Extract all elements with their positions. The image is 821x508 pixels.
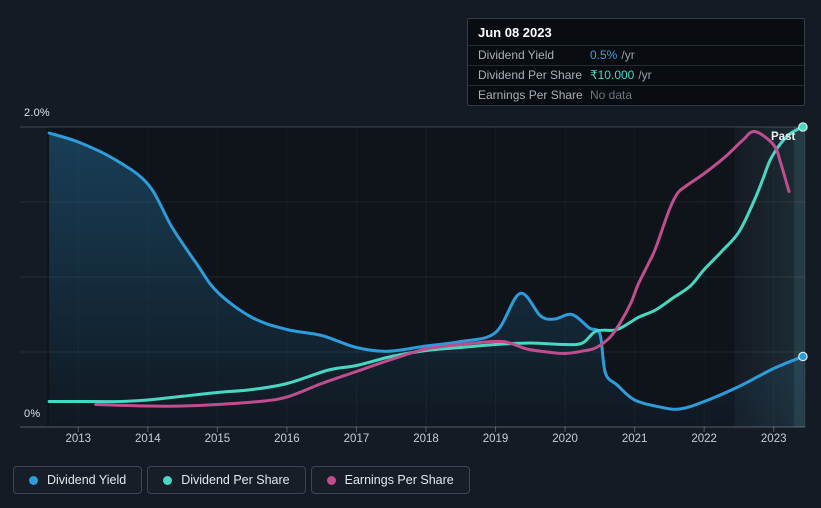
y-axis-bottom-label: 0%: [24, 408, 41, 420]
x-axis-label-2017: 2017: [343, 433, 370, 445]
series-dividend-yield-line: [47, 131, 805, 411]
legend-label: Dividend Yield: [47, 473, 127, 487]
past-region-label: Past: [771, 131, 796, 143]
tooltip-row-earnings-per-share: Earnings Per Share No data: [468, 85, 804, 105]
x-axis-labels: 2013 2014 2015 2016 2017 2018 2019 2020 2021 2022…: [0, 433, 821, 449]
x-axis-label-2016: 2016: [274, 433, 300, 445]
x-axis-label-2022: 2022: [691, 433, 717, 445]
legend-dot-icon: [326, 475, 336, 485]
x-axis-label-2013: 2013: [65, 433, 92, 445]
legend-item-dividend-yield[interactable]: Dividend Yield: [13, 466, 143, 494]
legend-label: Earnings Per Share: [344, 473, 454, 487]
legend-item-earnings-per-share[interactable]: Earnings Per Share: [310, 466, 470, 494]
tooltip-row-unit: /yr: [621, 48, 635, 62]
tooltip-row-label: Earnings Per Share: [478, 88, 583, 102]
tooltip-row-label: Dividend Yield: [478, 48, 555, 62]
y-axis-top-label: 2.0%: [24, 107, 50, 119]
legend-label: Dividend Per Share: [181, 473, 290, 487]
x-axis-label-2019: 2019: [482, 433, 509, 445]
x-axis-label-2014: 2014: [135, 433, 161, 445]
tooltip-date: Jun 08 2023: [478, 25, 552, 40]
series-dividend-per-share-end-dot: [798, 122, 808, 132]
crosshair-band: [794, 127, 805, 427]
chart-legend: Dividend Yield Dividend Per Share Earnings…: [13, 466, 470, 494]
x-axis-label-2023: 2023: [760, 433, 787, 445]
x-axis-label-2020: 2020: [552, 433, 578, 445]
series-earnings-per-share-line: [94, 129, 791, 408]
tooltip-row-value: 0.5%: [590, 48, 618, 62]
legend-dot-icon: [163, 475, 173, 485]
x-axis-label-2021: 2021: [621, 433, 648, 445]
x-axis-label-2015: 2015: [204, 433, 231, 445]
tooltip-row-value: No data: [590, 88, 633, 102]
tooltip-row-label: Dividend Per Share: [478, 68, 583, 82]
series-dividend-yield-area: [49, 133, 803, 427]
series-dividend-per-share-line: [47, 125, 805, 404]
tooltip-row-unit: /yr: [638, 68, 652, 82]
chart-tooltip: Jun 08 2023 Dividend Yield 0.5%/yr Dividen…: [467, 18, 805, 106]
tooltip-row-dividend-per-share: Dividend Per Share ₹10.000/yr: [468, 65, 804, 85]
tooltip-row-value: ₹10.000: [590, 68, 635, 82]
x-axis-label-2018: 2018: [413, 433, 439, 445]
legend-item-dividend-per-share[interactable]: Dividend Per Share: [147, 466, 306, 494]
legend-dot-icon: [29, 475, 38, 485]
tooltip-row-dividend-yield: Dividend Yield 0.5%/yr: [468, 45, 804, 65]
series-dividend-yield-end-dot: [798, 351, 808, 362]
